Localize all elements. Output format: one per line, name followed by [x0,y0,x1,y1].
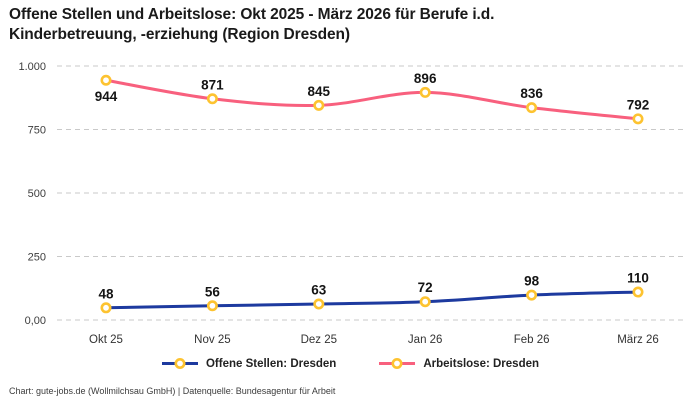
data-point-marker [206,93,218,105]
data-point-marker [313,298,325,310]
data-point-marker [419,86,431,98]
data-point-label: 48 [98,286,114,301]
legend-item-offene-stellen: Offene Stellen: Dresden [161,357,336,370]
chart-title-line1: Offene Stellen und Arbeitslose: Okt 2025… [9,6,495,23]
data-point-marker [313,99,325,111]
y-axis-tick-label: 750 [28,125,46,137]
data-point-label: 72 [418,280,433,295]
x-axis-tick-label: Feb 26 [514,334,550,346]
data-point-marker [100,74,112,86]
data-point-label: 836 [520,86,543,101]
line-chart-plot-area: 0,00 250 500 750 1.000 Okt 25 Nov 25 Dez 25 Jan … [18,61,686,346]
data-point-marker [526,102,538,114]
source-attribution: Chart: gute-jobs.de (Wollmilchsau GmbH) … [9,386,336,396]
data-point-label: 56 [205,284,221,299]
legend-swatch-offene-stellen [161,358,198,369]
data-point-marker [206,300,218,312]
series-line [104,290,640,310]
x-axis-tick-label: Dez 25 [301,334,337,346]
data-point-label: 871 [201,77,224,92]
data-point-label: 63 [311,282,327,297]
legend-swatch-arbeitslose [379,358,416,369]
legend-marker-icon [174,358,186,369]
data-point-label: 110 [627,271,649,286]
y-axis-tick-label: 500 [28,188,46,200]
data-point-label: 944 [95,89,118,104]
data-point-label: 98 [524,274,540,289]
data-point-marker [419,296,431,308]
series-line [104,78,640,121]
x-axis-tick-label: Okt 25 [89,334,123,346]
data-point-label: 792 [627,97,650,112]
data-point-marker [100,302,112,314]
legend: Offene Stellen: Dresden Arbeitslose: Dre… [0,357,700,370]
chart-title-line2: Kinderbetreuung, -erziehung (Region Dres… [9,25,350,43]
legend-item-arbeitslose: Arbeitslose: Dresden [378,357,539,370]
data-point-label: 845 [308,84,331,99]
x-axis-tick-label: Jan 26 [408,334,443,346]
data-point-marker [526,289,538,301]
data-point-marker [632,286,644,298]
y-axis-tick-label: 250 [28,252,46,264]
y-axis-tick-label: 1.000 [18,61,46,73]
data-point-marker [632,113,644,125]
legend-marker-icon [391,358,403,369]
legend-label-arbeitslose: Arbeitslose: Dresden [423,357,540,370]
x-axis-tick-label: März 26 [617,334,659,346]
data-point-label: 896 [414,71,437,86]
x-axis-tick-label: Nov 25 [194,334,230,346]
legend-label-offene-stellen: Offene Stellen: Dresden [205,357,337,370]
y-axis-tick-label: 0,00 [25,315,46,327]
chart-title: Offene Stellen und Arbeitslose: Okt 2025… [9,5,669,45]
